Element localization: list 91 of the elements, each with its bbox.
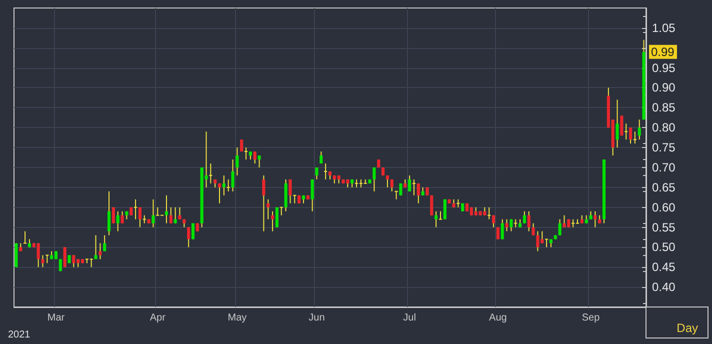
candlestick: [430, 194, 434, 216]
candlestick: [500, 218, 504, 240]
candlestick: [638, 119, 641, 140]
candlestick: [412, 178, 416, 196]
annotation: 0.99: [651, 44, 675, 59]
candlestick: [253, 151, 256, 164]
candlestick: [505, 218, 508, 232]
candlestick: [36, 242, 40, 268]
candlestick: [133, 198, 138, 220]
candlestick: [279, 206, 284, 216]
candlestick: [120, 210, 124, 224]
candlestick: [14, 242, 18, 268]
candlestick: [522, 210, 526, 224]
candlestick: [394, 190, 398, 200]
candlestick: [187, 226, 190, 248]
candlestick: [372, 166, 376, 192]
candlestick: [107, 190, 111, 236]
candlestick: [275, 206, 279, 228]
candlestick: [94, 234, 98, 260]
x-axis-title: Day: [676, 321, 698, 335]
y-tick-label: 0.85: [652, 100, 676, 115]
candlestick: [208, 162, 213, 184]
candlestick: [438, 210, 443, 220]
candlestick: [624, 123, 628, 140]
y-tick-label: 0.65: [652, 180, 676, 194]
candlestick: [169, 206, 172, 224]
candlestick: [89, 258, 94, 268]
y-tick-label: 0.90: [652, 80, 676, 95]
candlestick: [98, 242, 102, 260]
y-tick-label: 0.75: [652, 140, 676, 155]
y-tick-label: 0.80: [652, 120, 676, 135]
x-tick-label: Sep: [582, 312, 600, 324]
candlestick: [443, 198, 446, 220]
y-tick-label: 0.95: [652, 60, 676, 75]
candlestick: [72, 254, 76, 268]
candlestick: [174, 206, 177, 224]
candlestick: [244, 147, 248, 160]
candlestick: [262, 174, 266, 232]
x-tick-label: Mar: [47, 312, 66, 324]
candlestick: [236, 147, 239, 176]
candlestick: [632, 131, 637, 144]
y-tick-label: 0.50: [652, 240, 676, 254]
candlestick: [284, 178, 288, 212]
candlestick: [226, 178, 230, 192]
candlestick: [616, 99, 619, 148]
candlestick: [558, 218, 562, 236]
candlestick: [258, 155, 261, 168]
y-tick-label: 0.60: [652, 200, 676, 214]
candlestick: [288, 178, 292, 204]
candlestick: [164, 194, 168, 224]
candlestick: [231, 158, 234, 192]
candlestick: [112, 206, 115, 224]
candlestick: [620, 115, 624, 136]
candlestick: [266, 198, 270, 220]
y-tick-label: 0.40: [652, 280, 676, 294]
candlestick: [527, 210, 530, 232]
candlestick: [408, 174, 412, 192]
candlestick: [562, 214, 566, 228]
candlestick: [594, 210, 597, 228]
y-tick-label: 0.45: [652, 260, 676, 274]
candlestick: [271, 210, 274, 232]
y-tick-label: 0.55: [652, 220, 676, 234]
candlestick: [324, 162, 328, 180]
candlestick: [487, 206, 492, 220]
x-tick-label: Apr: [150, 312, 166, 324]
text: 2021: [8, 330, 31, 340]
y-tick-label: 1.05: [652, 20, 676, 35]
candlestick: [434, 210, 438, 228]
candlestick: [628, 127, 632, 144]
candlestick: [416, 182, 420, 204]
candlestick: [103, 234, 106, 252]
candlestick: [536, 230, 540, 252]
candlestick: [544, 238, 549, 248]
candlestick: [156, 206, 160, 216]
candlestick: [138, 206, 142, 228]
candlestick: [292, 194, 297, 204]
x-tick-label: Jun: [308, 312, 325, 324]
candlestick: [116, 210, 120, 232]
candlestick: [63, 246, 66, 268]
candlestick: [178, 206, 182, 220]
candlestick: [218, 182, 222, 204]
candlestick: [152, 198, 155, 228]
candlestick: [320, 151, 323, 164]
x-tick-label: Aug: [489, 312, 507, 324]
x-tick-label: May: [228, 312, 247, 324]
candlestick: [310, 178, 314, 212]
candlestick: [45, 254, 50, 264]
candlestick: [41, 254, 44, 268]
candlestick: [23, 230, 28, 244]
x-tick-label: Jul: [403, 312, 416, 324]
y-tick-label: 0.70: [652, 160, 676, 174]
